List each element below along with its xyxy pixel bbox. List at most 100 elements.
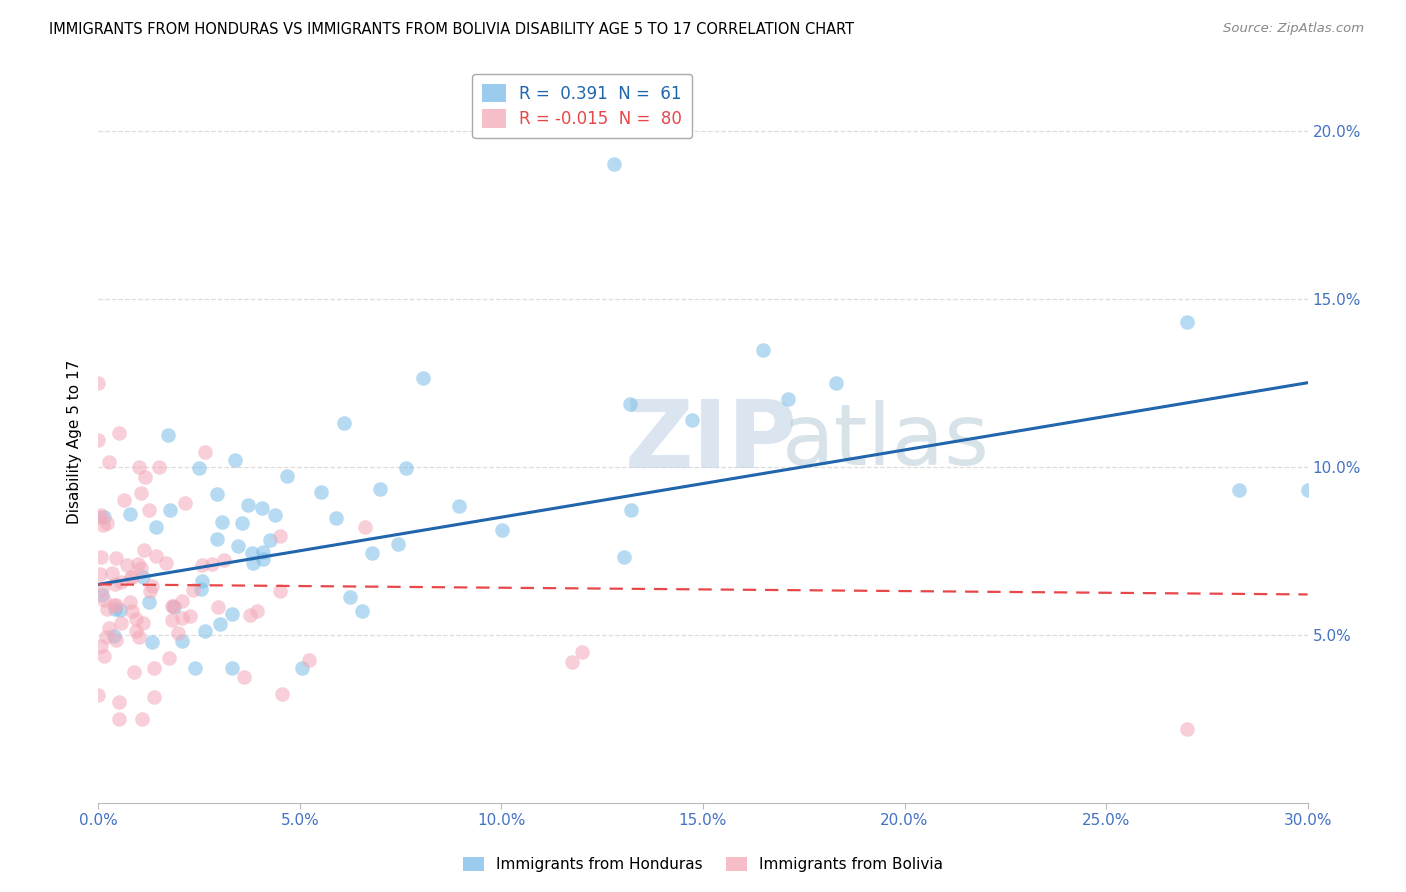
- Point: [1175, 315, 1198, 329]
- Point: [561, 656, 583, 670]
- Point: [190, 574, 212, 588]
- Point: [752, 343, 775, 357]
- Point: [162, 599, 184, 613]
- Point: [128, 459, 150, 474]
- Point: [131, 570, 153, 584]
- Point: [224, 453, 246, 467]
- Point: [143, 690, 166, 704]
- Point: [184, 661, 207, 675]
- Point: [129, 560, 152, 574]
- Y-axis label: Disability Age 5 to 17: Disability Age 5 to 17: [67, 359, 83, 524]
- Point: [107, 695, 129, 709]
- Point: [207, 532, 229, 546]
- Point: [124, 665, 146, 679]
- Point: [104, 576, 127, 591]
- Point: [96, 516, 118, 531]
- Point: [132, 542, 155, 557]
- Point: [141, 634, 163, 648]
- Point: [236, 499, 259, 513]
- Point: [89, 566, 111, 581]
- Point: [269, 529, 291, 543]
- Point: [91, 588, 114, 602]
- Point: [159, 503, 181, 517]
- Point: [603, 157, 626, 171]
- Point: [105, 598, 128, 612]
- Point: [778, 392, 800, 406]
- Point: [125, 624, 148, 639]
- Point: [121, 604, 143, 618]
- Text: Source: ZipAtlas.com: Source: ZipAtlas.com: [1223, 22, 1364, 36]
- Point: [90, 508, 112, 522]
- Point: [240, 546, 263, 560]
- Point: [93, 649, 115, 664]
- Point: [226, 539, 249, 553]
- Point: [110, 575, 132, 590]
- Point: [263, 508, 285, 522]
- Point: [105, 633, 128, 648]
- Point: [269, 584, 291, 599]
- Point: [231, 516, 253, 531]
- Point: [325, 511, 347, 525]
- Point: [613, 549, 636, 564]
- Point: [100, 566, 122, 581]
- Point: [156, 428, 179, 442]
- Point: [354, 520, 377, 534]
- Point: [179, 609, 201, 624]
- Point: [619, 397, 641, 411]
- Point: [145, 520, 167, 534]
- Point: [352, 604, 374, 618]
- Point: [209, 616, 232, 631]
- Point: [155, 556, 177, 570]
- Point: [252, 552, 274, 566]
- Point: [332, 417, 354, 431]
- Point: [138, 595, 160, 609]
- Point: [239, 607, 262, 622]
- Point: [163, 599, 186, 614]
- Point: [172, 594, 194, 608]
- Point: [211, 515, 233, 529]
- Point: [112, 493, 135, 508]
- Point: [87, 688, 110, 702]
- Point: [125, 612, 148, 626]
- Point: [1227, 483, 1250, 498]
- Point: [117, 558, 139, 572]
- Point: [242, 556, 264, 570]
- Point: [90, 639, 112, 653]
- Point: [104, 602, 127, 616]
- Point: [143, 661, 166, 675]
- Point: [87, 376, 110, 390]
- Point: [90, 582, 112, 596]
- Point: [620, 503, 643, 517]
- Point: [170, 611, 193, 625]
- Point: [110, 615, 132, 630]
- Point: [291, 661, 314, 675]
- Point: [141, 579, 163, 593]
- Point: [412, 371, 434, 385]
- Text: IMMIGRANTS FROM HONDURAS VS IMMIGRANTS FROM BOLIVIA DISABILITY AGE 5 TO 17 CORRE: IMMIGRANTS FROM HONDURAS VS IMMIGRANTS F…: [49, 22, 855, 37]
- Point: [271, 687, 294, 701]
- Point: [93, 593, 115, 607]
- Point: [96, 602, 118, 616]
- Point: [98, 621, 121, 635]
- Point: [121, 570, 143, 584]
- Point: [167, 626, 190, 640]
- Point: [107, 426, 129, 441]
- Point: [132, 615, 155, 630]
- Point: [1296, 483, 1319, 498]
- Point: [491, 524, 513, 538]
- Text: atlas: atlas: [782, 400, 990, 483]
- Point: [190, 582, 212, 597]
- Point: [160, 613, 183, 627]
- Point: [311, 484, 333, 499]
- Point: [93, 509, 115, 524]
- Point: [181, 582, 204, 597]
- Point: [173, 496, 195, 510]
- Point: [188, 461, 211, 475]
- Point: [221, 607, 243, 622]
- Point: [129, 486, 152, 500]
- Point: [134, 470, 156, 484]
- Point: [162, 599, 184, 613]
- Point: [221, 661, 243, 675]
- Point: [194, 445, 217, 459]
- Point: [170, 634, 193, 648]
